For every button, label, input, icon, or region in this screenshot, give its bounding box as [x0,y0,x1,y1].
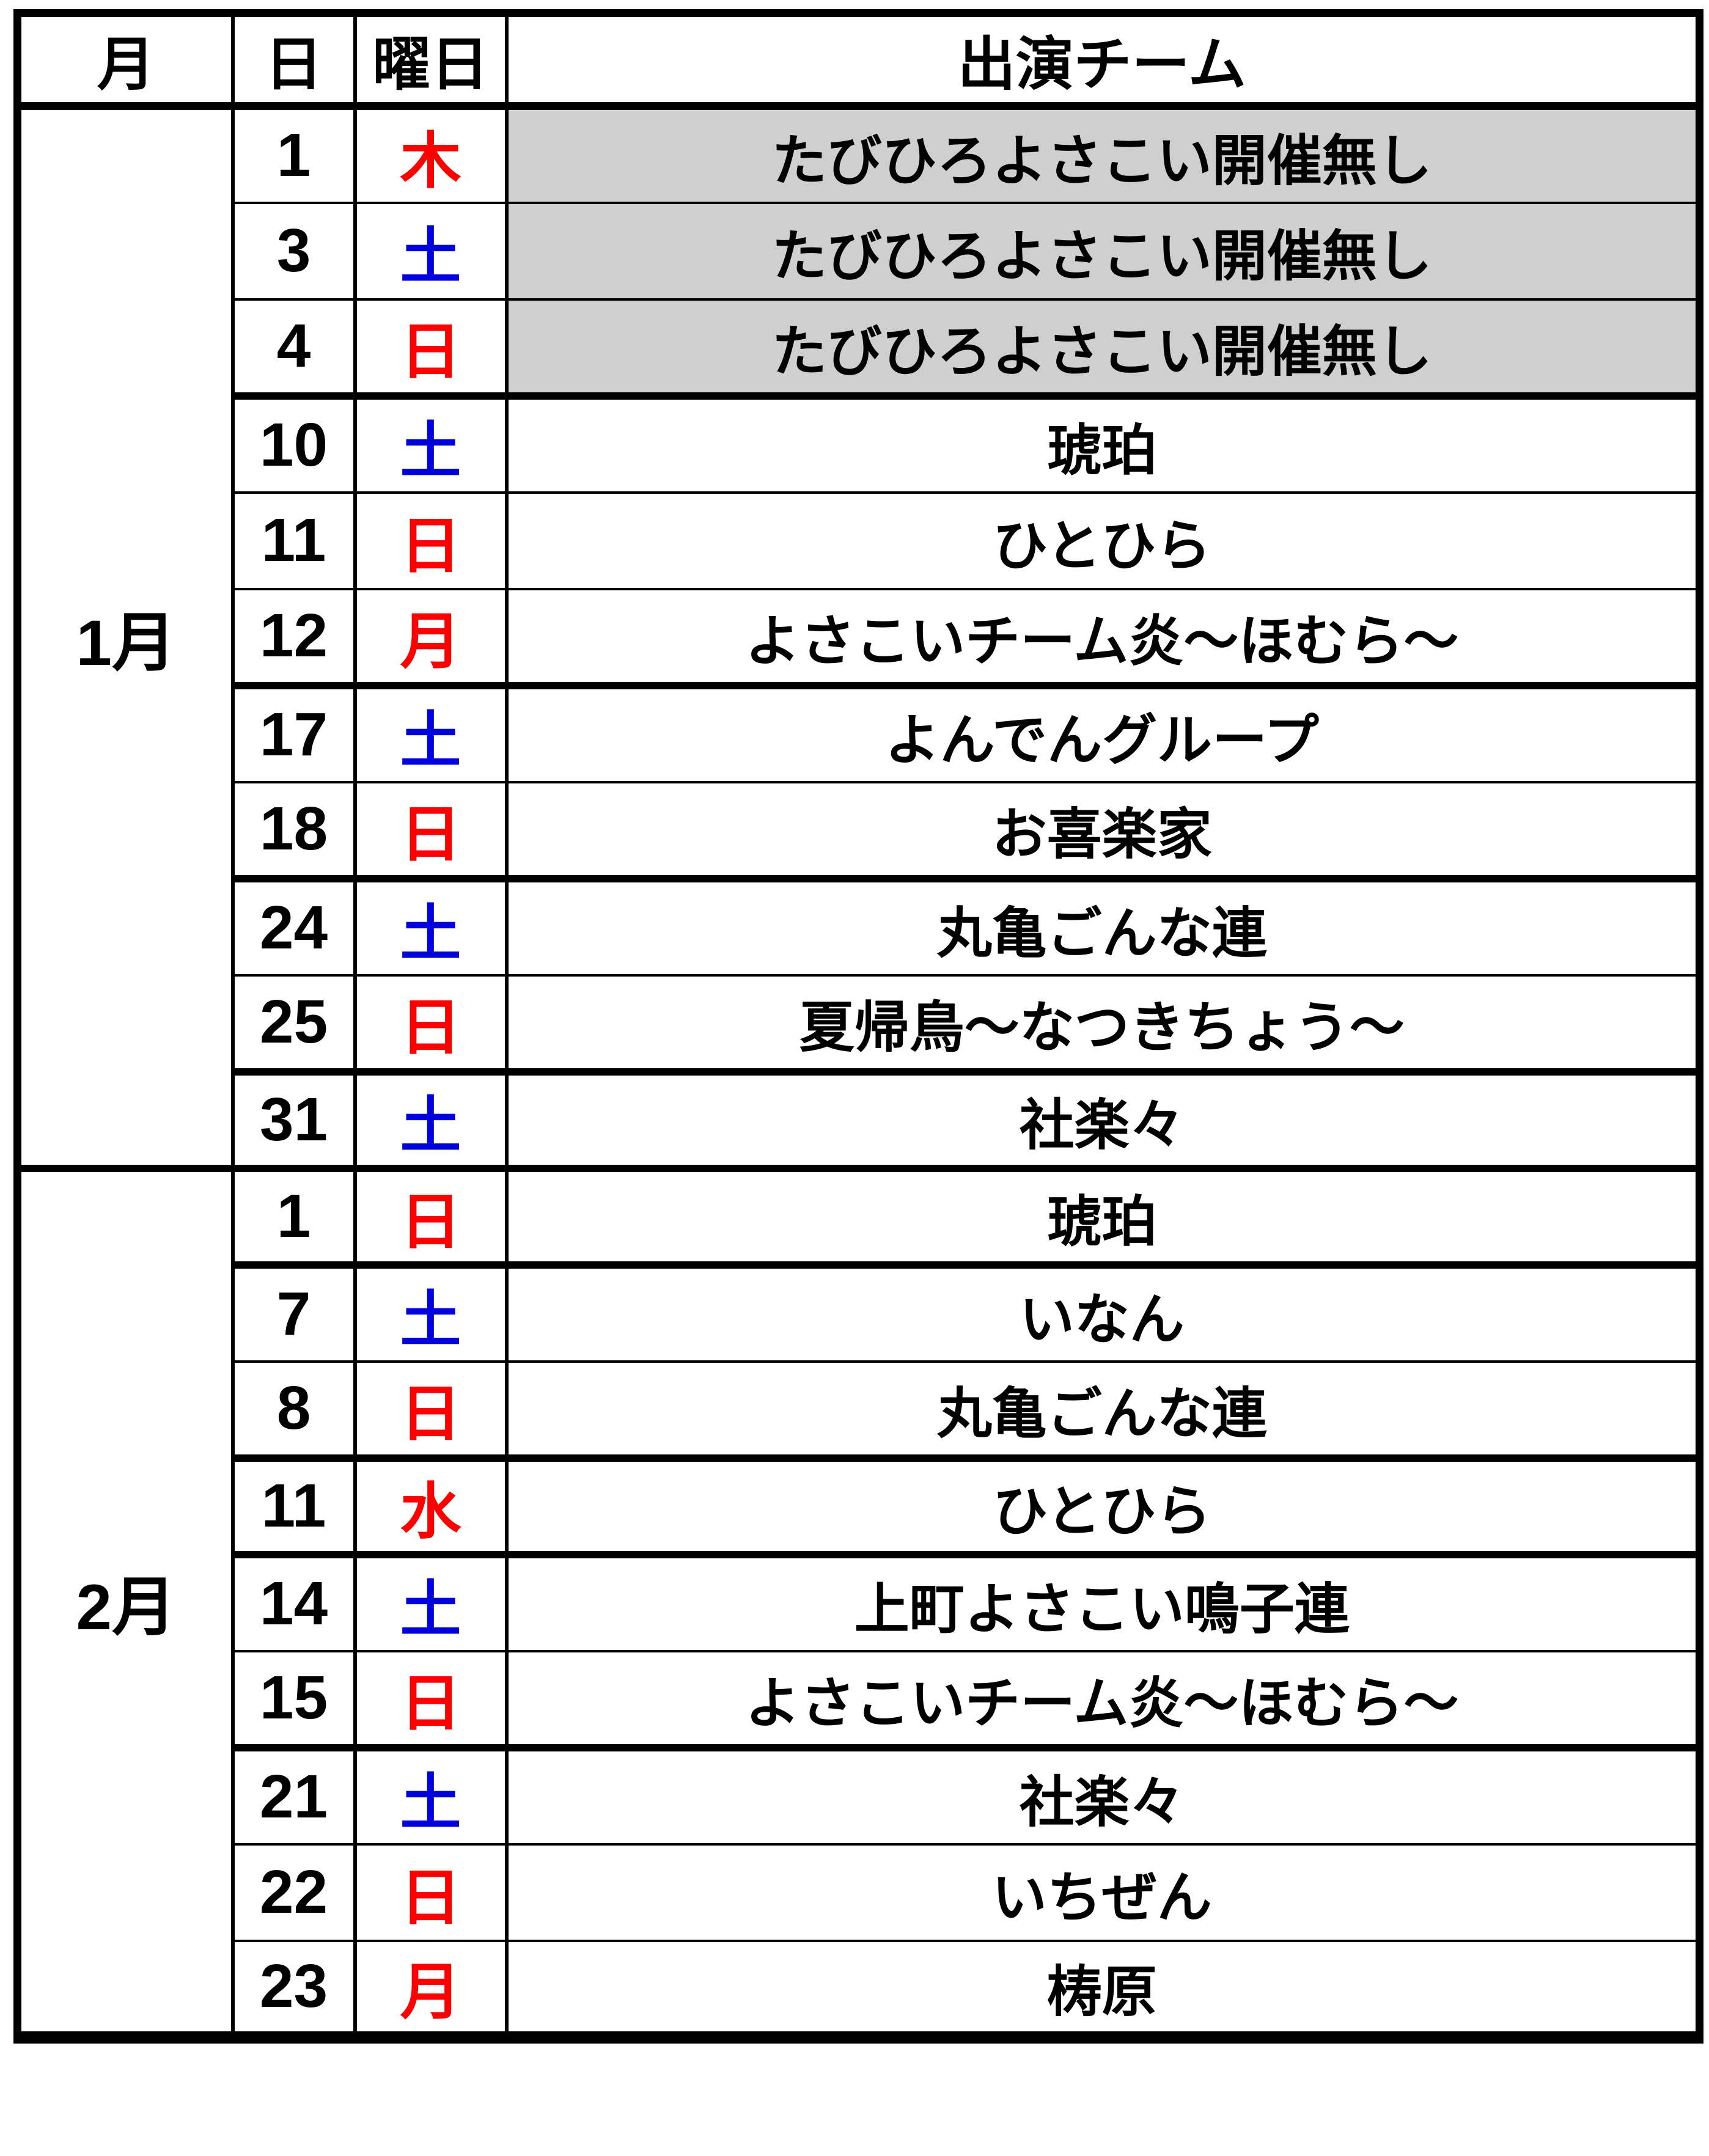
schedule-row: 15 日 よさこいチーム炎〜ほむら〜 [18,1649,1702,1749]
team-cell: 社楽々 [504,1068,1702,1170]
day-cell: 10 [230,392,357,494]
day-cell: 31 [230,1068,357,1170]
day-cell: 11 [230,491,357,590]
performance-schedule-table: 月 日 曜日 出演チーム 1月 1 木 たびひろよさこい開催無し 3 土 たびひろ… [13,9,1703,2044]
day-cell: 7 [230,1261,357,1363]
team-cell: 社楽々 [504,1744,1702,1846]
schedule-row: 11 水 ひとひら [18,1454,1702,1556]
day-cell: 11 [230,1454,357,1556]
header-day: 日 [230,12,357,110]
weekday-cell: 土 [353,1068,509,1170]
weekday-cell: 土 [353,201,509,301]
schedule-row: 12 月 よさこいチーム炎〜ほむら〜 [18,587,1702,687]
day-cell: 3 [230,201,357,301]
day-cell: 17 [230,681,357,783]
day-cell: 25 [230,974,357,1073]
weekday-cell: 日 [353,1649,509,1749]
weekday-cell: 土 [353,681,509,783]
weekday-cell: 木 [353,105,509,204]
team-cell: 丸亀ごんな連 [504,1360,1702,1459]
schedule-row: 10 土 琥珀 [18,392,1702,494]
weekday-cell: 日 [353,491,509,590]
header-team: 出演チーム [504,12,1702,110]
weekday-cell: 土 [353,392,509,494]
team-cell: 琥珀 [504,392,1702,494]
day-cell: 15 [230,1649,357,1749]
weekday-cell: 月 [353,1939,509,2039]
schedule-row: 7 土 いなん [18,1261,1702,1363]
weekday-cell: 日 [353,1164,509,1266]
day-cell: 8 [230,1360,357,1459]
schedule-row: 21 土 社楽々 [18,1744,1702,1846]
day-cell: 18 [230,780,357,880]
weekday-cell: 月 [353,587,509,687]
team-cell: いなん [504,1261,1702,1363]
weekday-cell: 水 [353,1454,509,1556]
weekday-cell: 日 [353,298,509,397]
team-cell: たびひろよさこい開催無し [504,105,1702,204]
weekday-cell: 土 [353,1550,509,1652]
day-cell: 1 [230,1164,357,1266]
weekday-cell: 日 [353,780,509,880]
schedule-row: 31 土 社楽々 [18,1068,1702,1170]
schedule-row: 23 月 梼原 [18,1939,1702,2039]
day-cell: 21 [230,1744,357,1846]
team-cell: いちぜん [504,1843,1702,1942]
team-cell: たびひろよさこい開催無し [504,298,1702,397]
weekday-cell: 日 [353,974,509,1073]
day-cell: 24 [230,875,357,977]
schedule-row: 25 日 夏帰鳥〜なつきちょう〜 [18,974,1702,1073]
weekday-cell: 土 [353,1744,509,1846]
team-cell: ひとひら [504,1454,1702,1556]
day-cell: 23 [230,1939,357,2039]
day-cell: 14 [230,1550,357,1652]
team-cell: よんでんグループ [504,681,1702,783]
schedule-row: 17 土 よんでんグループ [18,681,1702,783]
schedule-row: 22 日 いちぜん [18,1843,1702,1942]
team-cell: 上町よさこい鳴子連 [504,1550,1702,1652]
day-cell: 1 [230,105,357,204]
month-cell-1: 1月 [15,102,235,1170]
team-cell: 夏帰鳥〜なつきちょう〜 [504,974,1702,1073]
header-month: 月 [15,12,235,110]
schedule-row: 8 日 丸亀ごんな連 [18,1360,1702,1459]
team-cell: よさこいチーム炎〜ほむら〜 [504,1649,1702,1749]
schedule-row: 18 日 お喜楽家 [18,780,1702,880]
weekday-cell: 日 [353,1843,509,1942]
team-cell: 丸亀ごんな連 [504,875,1702,977]
schedule-row: 4 日 たびひろよさこい開催無し [18,298,1702,397]
schedule-row: 2月 1 日 琥珀 [15,1164,1702,2039]
team-cell: 梼原 [504,1939,1702,2039]
weekday-cell: 日 [353,1360,509,1459]
schedule-row: 1月 1 木 たびひろよさこい開催無し [15,102,1702,1170]
team-cell: よさこいチーム炎〜ほむら〜 [504,587,1702,687]
schedule-row: 3 土 たびひろよさこい開催無し [18,201,1702,301]
team-cell: 琥珀 [504,1164,1702,1266]
header-row: 月 日 曜日 出演チーム [15,12,1702,110]
day-cell: 12 [230,587,357,687]
schedule-row: 24 土 丸亀ごんな連 [18,875,1702,977]
team-cell: ひとひら [504,491,1702,590]
day-cell: 4 [230,298,357,397]
weekday-cell: 土 [353,875,509,977]
team-cell: たびひろよさこい開催無し [504,201,1702,301]
weekday-cell: 土 [353,1261,509,1363]
team-cell: お喜楽家 [504,780,1702,880]
month-cell-2: 2月 [15,1164,235,2039]
schedule-row: 14 土 上町よさこい鳴子連 [18,1550,1702,1652]
day-cell: 22 [230,1843,357,1942]
schedule-row: 11 日 ひとひら [18,491,1702,590]
header-weekday: 曜日 [353,12,509,110]
